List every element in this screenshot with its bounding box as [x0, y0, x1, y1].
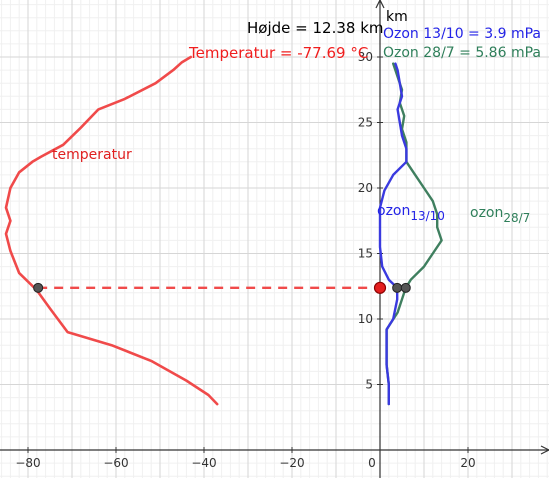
y-tick-label: 15 [358, 247, 373, 261]
x-tick-label: −60 [103, 456, 128, 470]
x-tick-label: 20 [460, 456, 475, 470]
temperature-point[interactable] [33, 282, 44, 293]
y-tick-label: 20 [358, 181, 373, 195]
height-readout: Højde = 12.38 km [247, 19, 384, 37]
ozone-jul-curve[interactable] [385, 62, 443, 406]
ozone-oct-curve[interactable] [378, 62, 408, 406]
ozone-jul-readout: Ozon 28/7 = 5.86 mPa [383, 45, 541, 61]
ozone-jul-label-main: ozon [470, 205, 504, 221]
temperature-curve-label: temperatur [52, 147, 132, 163]
ozone-oct-label-sub: 13/10 [410, 209, 445, 223]
ozone-jul-label-sub: 28/7 [503, 211, 531, 225]
x-tick-label: −80 [15, 456, 40, 470]
ozone-oct-point[interactable] [392, 282, 403, 293]
temperature-readout: Temperatur = -77.69 °C [189, 44, 369, 62]
axis-unit-label: km [386, 9, 408, 25]
ozone-oct-readout: Ozon 13/10 = 3.9 mPa [383, 26, 541, 42]
x-tick-label: 0 [368, 456, 376, 470]
ozone-jul-curve-label: ozon28/7 [470, 205, 530, 224]
x-tick-label: −20 [279, 456, 304, 470]
ozone-oct-curve-label: ozon13/10 [377, 203, 445, 222]
height-slider-point[interactable] [373, 281, 387, 294]
y-tick-label: 25 [358, 116, 373, 130]
ozone-oct-label-main: ozon [377, 203, 411, 219]
x-axis-arrow [540, 445, 549, 455]
y-tick-label: 30 [358, 50, 373, 64]
temperature-curve[interactable] [4, 55, 219, 406]
ozone-jul-point[interactable] [400, 282, 411, 293]
y-axis-arrow [375, 0, 385, 9]
x-tick-label: −40 [191, 456, 216, 470]
y-tick-label: 10 [358, 312, 373, 326]
y-tick-label: 5 [365, 378, 373, 392]
